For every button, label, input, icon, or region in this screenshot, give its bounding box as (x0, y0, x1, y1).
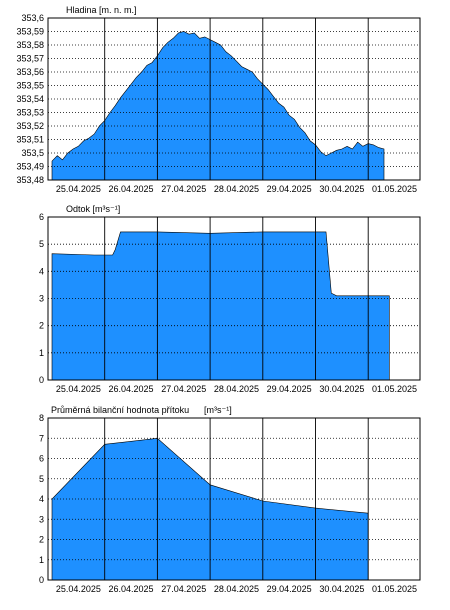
y-tick-label: 353,51 (16, 135, 44, 145)
x-tick-label: 27.04.2025 (161, 184, 206, 194)
y-tick-label: 6 (39, 454, 44, 464)
y-tick-label: 3 (39, 294, 44, 304)
plot-frame (47, 216, 421, 381)
x-tick-label: 28.04.2025 (214, 384, 259, 394)
x-tick-label: 25.04.2025 (56, 584, 101, 594)
chart-1: 353,48 353,49 353,5 353,51 353,52 353,53 353,5… (16, 5, 421, 194)
y-tick-label: 0 (39, 375, 44, 385)
y-tick-label: 353,57 (16, 54, 44, 64)
x-tick-label: 25.04.2025 (56, 184, 101, 194)
y-tick-label: 353,5 (21, 148, 44, 158)
x-tick-label: 30.04.2025 (319, 184, 364, 194)
x-tick-label: 26.04.2025 (109, 584, 154, 594)
x-tick-label: 01.05.2025 (372, 584, 417, 594)
x-tick-label: 28.04.2025 (214, 584, 259, 594)
plot-frame (47, 17, 421, 181)
y-tick-label: 4 (39, 494, 44, 504)
y-tick-label: 353,52 (16, 121, 44, 131)
y-tick-label: 353,59 (16, 27, 44, 37)
x-tick-label: 28.04.2025 (214, 184, 259, 194)
chart-title: Odtok [m³s⁻¹] (66, 204, 120, 214)
chart-3: 0 1 2 3 4 5 6 7 8 25.04.2025 26.04.2025 27.04.2025 2… (39, 405, 421, 594)
y-tick-label: 353,53 (16, 108, 44, 118)
chart-2: 0 1 2 3 4 5 6 25.04.2025 26.04.2025 27.04.2025 28.… (39, 204, 421, 394)
y-tick-label: 353,56 (16, 67, 44, 77)
x-tick-label: 29.04.2025 (267, 384, 312, 394)
y-tick-label: 5 (39, 239, 44, 249)
y-tick-label: 353,49 (16, 162, 44, 172)
y-tick-label: 353,48 (16, 175, 44, 185)
y-tick-label: 353,6 (21, 13, 44, 23)
chart-title: Průměrná bilanční hodnota přítoku (51, 405, 189, 415)
y-tick-label: 1 (39, 348, 44, 358)
y-tick-label: 2 (39, 321, 44, 331)
x-tick-label: 01.05.2025 (372, 384, 417, 394)
x-tick-label: 27.04.2025 (161, 384, 206, 394)
series-area (51, 231, 390, 381)
x-tick-label: 26.04.2025 (109, 384, 154, 394)
x-tick-label: 30.04.2025 (319, 384, 364, 394)
x-tick-label: 26.04.2025 (109, 184, 154, 194)
x-tick-label: 29.04.2025 (267, 584, 312, 594)
y-tick-label: 7 (39, 433, 44, 443)
x-tick-label: 27.04.2025 (161, 584, 206, 594)
y-tick-label: 353,55 (16, 81, 44, 91)
chart-title-unit: [m³s⁻¹] (204, 405, 232, 415)
y-tick-label: 6 (39, 212, 44, 222)
y-tick-label: 1 (39, 555, 44, 565)
y-tick-label: 5 (39, 474, 44, 484)
y-tick-label: 8 (39, 413, 44, 423)
chart-title: Hladina [m. n. m.] (66, 5, 137, 15)
y-tick-label: 353,54 (16, 94, 44, 104)
x-tick-label: 30.04.2025 (319, 584, 364, 594)
plot-frame (47, 417, 421, 581)
x-tick-label: 01.05.2025 (372, 184, 417, 194)
y-tick-label: 0 (39, 575, 44, 585)
y-tick-label: 2 (39, 535, 44, 545)
y-tick-label: 353,58 (16, 40, 44, 50)
series-area (51, 31, 385, 181)
x-tick-label: 25.04.2025 (56, 384, 101, 394)
y-tick-label: 3 (39, 514, 44, 524)
y-tick-label: 4 (39, 266, 44, 276)
x-tick-label: 29.04.2025 (267, 184, 312, 194)
